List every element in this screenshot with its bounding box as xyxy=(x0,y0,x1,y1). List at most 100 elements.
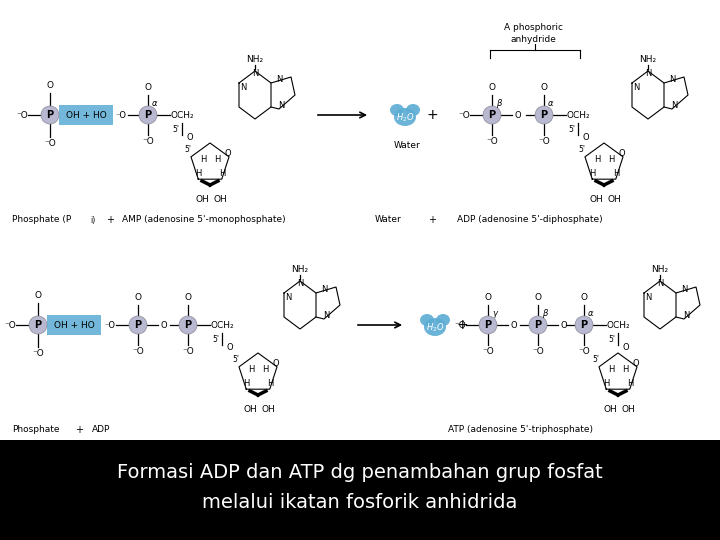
Ellipse shape xyxy=(394,108,416,126)
Text: H: H xyxy=(594,154,600,164)
Text: H: H xyxy=(608,364,614,374)
Text: P: P xyxy=(35,320,42,330)
Text: P: P xyxy=(135,320,142,330)
Text: O: O xyxy=(145,84,151,92)
Text: O: O xyxy=(534,294,541,302)
Text: +: + xyxy=(428,215,436,225)
Text: O: O xyxy=(227,342,233,352)
Text: H: H xyxy=(262,364,268,374)
FancyBboxPatch shape xyxy=(59,105,113,125)
Text: N: N xyxy=(285,293,291,301)
Text: OH: OH xyxy=(261,404,275,414)
Text: N: N xyxy=(645,70,651,78)
Text: O: O xyxy=(582,132,589,141)
Text: α: α xyxy=(152,98,158,107)
Text: O: O xyxy=(273,359,279,368)
Text: P: P xyxy=(485,320,492,330)
Text: OH: OH xyxy=(607,194,621,204)
Text: OCH₂: OCH₂ xyxy=(210,321,234,329)
Text: H: H xyxy=(627,379,633,388)
Text: ⁻O: ⁻O xyxy=(182,348,194,356)
Circle shape xyxy=(535,106,553,124)
Text: Phosphate: Phosphate xyxy=(12,426,60,435)
Text: ⁻O: ⁻O xyxy=(32,349,44,359)
Text: anhydride: anhydride xyxy=(510,36,556,44)
Text: N: N xyxy=(645,293,651,301)
Text: ATP (adenosine 5'-triphosphate): ATP (adenosine 5'-triphosphate) xyxy=(448,426,593,435)
Text: +: + xyxy=(456,318,468,332)
Text: N: N xyxy=(633,83,639,91)
Text: ⁻O: ⁻O xyxy=(104,321,115,329)
Text: O: O xyxy=(515,111,521,119)
Circle shape xyxy=(41,106,59,124)
Ellipse shape xyxy=(436,314,450,326)
Text: O: O xyxy=(541,84,547,92)
Text: β: β xyxy=(542,308,548,318)
Text: melalui ikatan fosforik anhidrida: melalui ikatan fosforik anhidrida xyxy=(202,492,518,511)
Text: O: O xyxy=(623,342,629,352)
Text: +: + xyxy=(106,215,114,225)
Text: OH: OH xyxy=(243,404,257,414)
Text: H: H xyxy=(214,154,220,164)
Ellipse shape xyxy=(424,318,446,336)
Text: NH₂: NH₂ xyxy=(246,55,264,64)
Text: P: P xyxy=(541,110,548,120)
Text: γ: γ xyxy=(492,308,498,318)
Text: α: α xyxy=(588,308,594,318)
Text: O: O xyxy=(184,294,192,302)
Text: O: O xyxy=(510,321,517,329)
Text: OCH₂: OCH₂ xyxy=(606,321,630,329)
Text: NH₂: NH₂ xyxy=(652,265,669,273)
Text: O: O xyxy=(488,84,495,92)
Text: O: O xyxy=(618,148,625,158)
Text: O: O xyxy=(161,321,167,329)
Text: O: O xyxy=(186,132,193,141)
Text: AMP (adenosine 5'-monophosphate): AMP (adenosine 5'-monophosphate) xyxy=(122,215,286,225)
Text: N: N xyxy=(681,285,687,294)
Text: ⁻O: ⁻O xyxy=(4,321,16,329)
Text: N: N xyxy=(252,70,258,78)
Text: P: P xyxy=(488,110,495,120)
Text: ADP: ADP xyxy=(92,426,110,435)
Text: H: H xyxy=(267,379,273,388)
Text: P: P xyxy=(580,320,588,330)
Text: N: N xyxy=(297,280,303,288)
Text: i): i) xyxy=(90,215,95,225)
Text: 5': 5' xyxy=(569,125,575,133)
Ellipse shape xyxy=(406,104,420,116)
Text: N: N xyxy=(240,83,246,91)
Text: H: H xyxy=(248,364,254,374)
Text: H: H xyxy=(608,154,614,164)
Text: ADP (adenosine 5'-diphosphate): ADP (adenosine 5'-diphosphate) xyxy=(457,215,603,225)
Bar xyxy=(0,440,720,540)
Text: A phosphoric: A phosphoric xyxy=(503,24,562,32)
Text: OH: OH xyxy=(603,404,617,414)
Circle shape xyxy=(575,316,593,334)
Text: H: H xyxy=(200,154,206,164)
Circle shape xyxy=(483,106,501,124)
Text: O: O xyxy=(485,294,492,302)
Text: 5': 5' xyxy=(608,334,616,343)
Text: Water: Water xyxy=(394,140,420,150)
Text: O: O xyxy=(35,292,42,300)
Text: P: P xyxy=(534,320,541,330)
Text: +: + xyxy=(75,425,83,435)
Text: H: H xyxy=(219,168,225,178)
Text: O: O xyxy=(580,294,588,302)
Text: N: N xyxy=(671,100,678,110)
Text: NH₂: NH₂ xyxy=(639,55,657,64)
Circle shape xyxy=(479,316,497,334)
Text: ⁻O: ⁻O xyxy=(458,111,470,119)
Text: H: H xyxy=(243,379,249,388)
Text: OH: OH xyxy=(621,404,635,414)
Text: N: N xyxy=(321,285,327,294)
Text: N: N xyxy=(683,310,689,320)
Text: OH: OH xyxy=(213,194,227,204)
Text: 5': 5' xyxy=(173,125,179,133)
Text: N: N xyxy=(278,100,284,110)
Text: P: P xyxy=(184,320,192,330)
Text: P: P xyxy=(145,110,152,120)
Text: 5': 5' xyxy=(184,145,192,153)
Text: ⁻O: ⁻O xyxy=(16,111,28,119)
Text: $H_2O$: $H_2O$ xyxy=(426,322,444,334)
